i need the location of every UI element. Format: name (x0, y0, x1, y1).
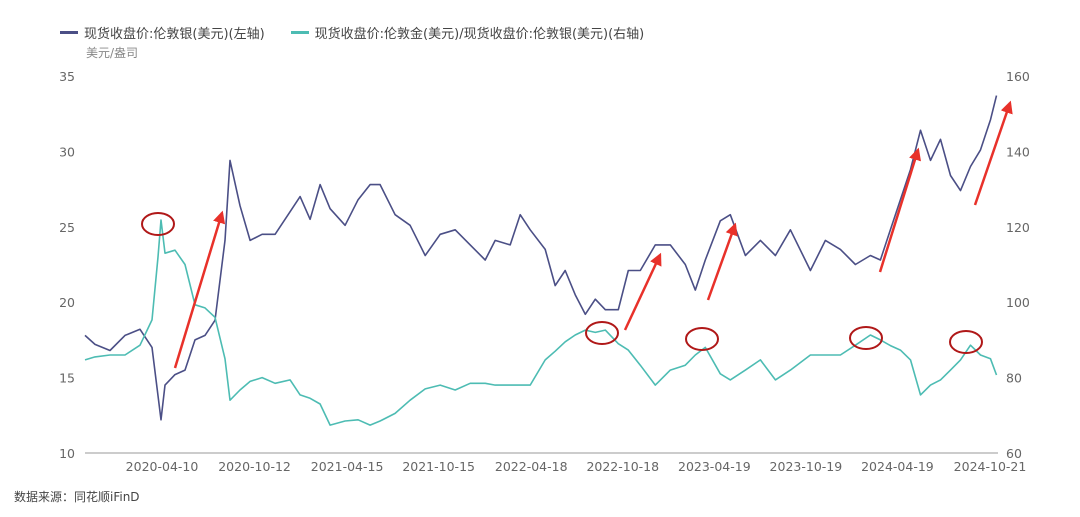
x-tick-label: 2023-04-19 (678, 459, 751, 474)
series-line-silver (84, 95, 998, 421)
y-left-tick-label: 35 (59, 69, 75, 84)
annotation-arrow (973, 100, 1013, 206)
y-left-tick-label: 20 (59, 295, 75, 310)
annotation-arrow (173, 210, 226, 369)
x-tick-label: 2024-10-21 (954, 459, 1027, 474)
annotation-circle (685, 327, 719, 351)
x-tick-label: 2024-04-19 (861, 459, 934, 474)
legend-label-ratio: 现货收盘价:伦敦金(美元)/现货收盘价:伦敦银(美元)(右轴) (314, 27, 645, 42)
annotation-circle (949, 330, 983, 354)
annotation-arrow (623, 252, 662, 331)
y-left-tick-label: 30 (59, 144, 75, 159)
annotation-arrow (706, 222, 738, 301)
y-right-tick-label: 160 (1006, 69, 1030, 84)
annotation-circle (141, 212, 175, 236)
y-left-tick-label: 25 (59, 220, 75, 235)
legend: 现货收盘价:伦敦银(美元)(左轴) 现货收盘价:伦敦金(美元)/现货收盘价:伦敦… (60, 23, 644, 42)
x-tick-label: 2021-10-15 (402, 459, 475, 474)
x-tick-label: 2023-10-19 (770, 459, 843, 474)
legend-swatch-ratio (290, 31, 309, 34)
y-left-tick-label: 15 (59, 371, 75, 386)
data-source: 数据来源：同花顺iFinD (14, 490, 140, 504)
legend-swatch-silver (60, 31, 78, 34)
x-tick-label: 2020-10-12 (218, 459, 291, 474)
y-right-tick-label: 80 (1006, 371, 1022, 386)
annotation-arrow (878, 147, 921, 273)
annotation-circle (585, 321, 619, 345)
y-left-tick-label: 10 (59, 446, 75, 461)
x-tick-label: 2020-04-10 (126, 459, 199, 474)
series-line-gold-silver-ratio (84, 219, 998, 426)
y-right-tick-label: 140 (1006, 144, 1030, 159)
x-tick-label: 2021-04-15 (311, 459, 384, 474)
legend-item-ratio[interactable]: 现货收盘价:伦敦金(美元)/现货收盘价:伦敦银(美元)(右轴) (290, 23, 645, 42)
legend-item-silver[interactable]: 现货收盘价:伦敦银(美元)(左轴) (60, 23, 265, 42)
x-tick-label: 2022-10-18 (586, 459, 659, 474)
annotation-circle (849, 326, 883, 350)
left-axis-unit: 美元/盎司 (86, 46, 139, 60)
legend-label-silver: 现货收盘价:伦敦银(美元)(左轴) (84, 27, 265, 42)
y-right-tick-label: 100 (1006, 295, 1030, 310)
y-right-tick-label: 60 (1006, 446, 1022, 461)
x-tick-label: 2022-04-18 (495, 459, 568, 474)
y-right-tick-label: 120 (1006, 220, 1030, 235)
